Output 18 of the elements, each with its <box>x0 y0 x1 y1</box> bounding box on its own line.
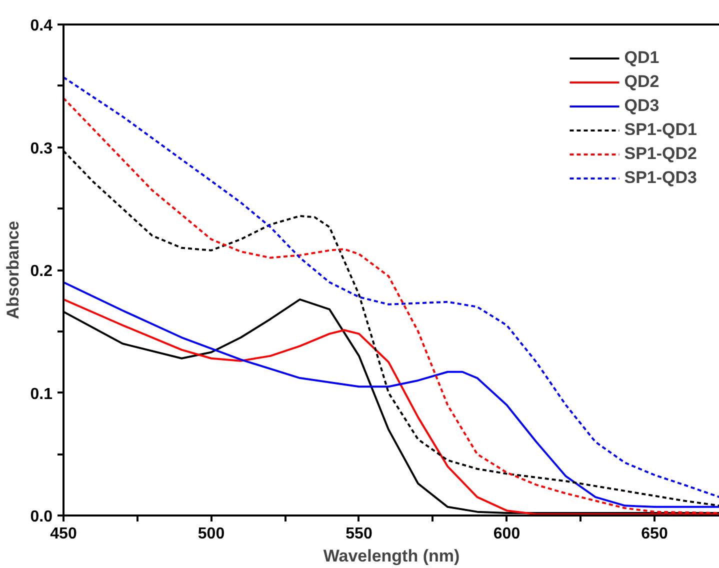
x-tick-label: 500 <box>198 526 225 542</box>
text: 0.0 <box>30 508 53 526</box>
x-tick-label: 650 <box>641 526 668 542</box>
legend-label: SP1-QD1 <box>624 119 697 141</box>
y-tick-label: 0.3 <box>30 140 53 158</box>
legend-label: SP1-QD3 <box>624 167 697 189</box>
legend-label: QD2 <box>624 71 660 93</box>
legend-label: QD1 <box>624 47 660 69</box>
y-tick-label: 0.1 <box>30 386 53 403</box>
x-tick-label: 550 <box>346 526 372 542</box>
x-tick-label: 600 <box>493 526 520 542</box>
y-axis-title: Absorbance <box>3 220 22 320</box>
x-tick-label: 450 <box>50 526 77 542</box>
legend-label: SP1-QD2 <box>624 143 697 165</box>
y-tick-label: 0.2 <box>30 263 53 280</box>
legend-label: QD3 <box>624 95 660 117</box>
x-axis-title: Wavelength (nm) <box>323 546 460 566</box>
y-tick-label: 0.4 <box>30 18 53 34</box>
